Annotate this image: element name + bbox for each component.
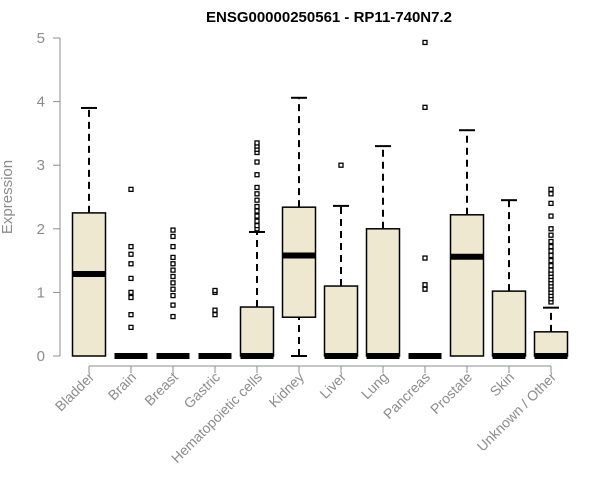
x-tick-label: Bladder (52, 369, 98, 415)
y-tick-label: 5 (37, 30, 45, 47)
outlier-point (128, 261, 134, 267)
y-tick-label: 3 (37, 157, 45, 174)
box-bladder (71, 106, 107, 357)
outlier-point (170, 273, 176, 280)
outlier-point (170, 313, 176, 320)
outlier-point (254, 184, 260, 191)
outlier-point (170, 292, 176, 299)
outlier-point (548, 186, 554, 193)
x-tick-label: Breast (141, 369, 181, 409)
x-tick-label: Liver (316, 369, 349, 402)
box-body (71, 212, 107, 357)
outlier-point (548, 226, 554, 232)
outlier-point (170, 254, 176, 261)
outlier-point (128, 294, 134, 301)
x-tick-label: Kidney (266, 369, 308, 411)
y-tick-label: 2 (37, 221, 45, 238)
box-liver (323, 162, 359, 359)
outlier-point (128, 289, 134, 296)
outlier-point (170, 267, 176, 273)
outlier-point (128, 312, 134, 318)
x-tick-label: Pancreas (380, 369, 433, 422)
box-body (533, 331, 569, 357)
outlier-point (254, 218, 260, 224)
x-tick-label: Prostate (427, 369, 475, 417)
outlier-point (548, 257, 554, 264)
y-tick-label: 4 (37, 94, 45, 111)
x-tick-label: Lung (358, 369, 391, 402)
outlier-point (170, 302, 176, 308)
outlier-point (422, 255, 428, 261)
outlier-point (422, 282, 428, 288)
outlier-point (548, 267, 554, 273)
outlier-point (548, 243, 554, 250)
outlier-point (338, 162, 344, 168)
outlier-point (422, 286, 428, 292)
x-tick-label: Brain (105, 369, 139, 403)
outlier-point (170, 227, 176, 233)
outlier-point (128, 251, 134, 257)
y-axis-label: Expression (0, 160, 16, 234)
outlier-point (548, 263, 554, 269)
outlier-point (548, 232, 554, 238)
box-skin (491, 199, 527, 359)
box-pancreas (408, 39, 442, 359)
outlier-point (254, 197, 260, 203)
box-gastric (198, 287, 232, 359)
box-brain (114, 186, 148, 359)
outlier-point (170, 233, 176, 240)
outlier-point (128, 324, 134, 331)
chart-title: ENSG00000250561 - RP11-740N7.2 (206, 9, 452, 26)
outlier-point (422, 39, 428, 46)
outlier-point (548, 200, 554, 207)
outlier-point (254, 222, 260, 229)
outlier-point (548, 213, 554, 219)
outlier-point (170, 286, 176, 292)
outlier-point (212, 312, 218, 318)
box-body (449, 214, 485, 357)
outlier-point (254, 213, 260, 219)
box-kidney (281, 96, 317, 357)
outlier-point (170, 243, 176, 250)
outlier-point (128, 275, 134, 282)
box-lung (365, 145, 401, 359)
outlier-point (254, 172, 260, 178)
outlier-point (254, 208, 260, 214)
box-body (281, 206, 317, 318)
outlier-point (128, 243, 134, 250)
outlier-point (548, 238, 554, 245)
box-body (491, 290, 527, 357)
outlier-point (548, 191, 554, 197)
box-prostate (449, 129, 485, 357)
box-body (323, 285, 359, 357)
outlier-point (254, 191, 260, 197)
boxes (71, 39, 569, 359)
outlier-point (170, 261, 176, 267)
box-body (239, 306, 275, 357)
box-hematopoietic-cells (239, 140, 275, 359)
outlier-point (254, 140, 260, 146)
y-tick-label: 0 (37, 348, 45, 365)
y-axis: 0 1 2 3 4 5 (37, 30, 61, 365)
outlier-point (548, 252, 554, 259)
outlier-point (422, 104, 428, 110)
outlier-point (254, 203, 260, 210)
outlier-point (212, 307, 218, 313)
outlier-point (254, 159, 260, 165)
outlier-point (212, 287, 218, 294)
outlier-point (170, 280, 176, 286)
outlier-point (128, 186, 134, 193)
box-body (365, 228, 401, 357)
x-tick-label: Unknown / Other (474, 369, 560, 455)
outlier-point (548, 248, 554, 254)
box-breast (156, 227, 190, 359)
box-unknown-other (533, 186, 569, 359)
x-tick-label: Skin (487, 369, 518, 400)
y-tick-label: 1 (37, 284, 45, 301)
